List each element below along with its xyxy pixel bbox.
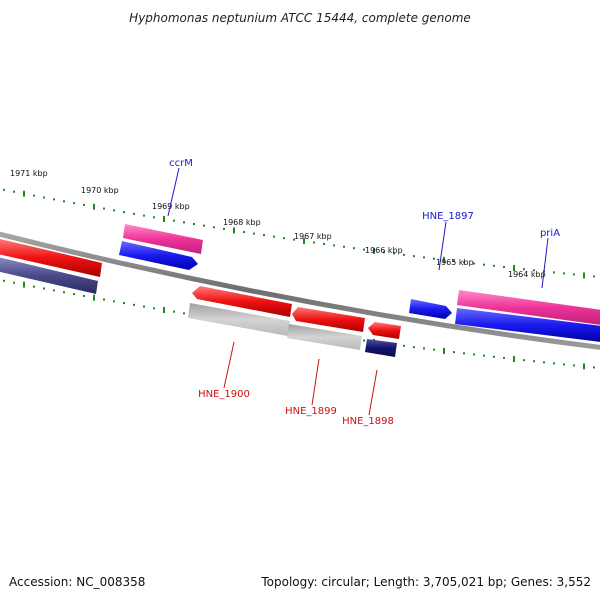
- gene-label-HNE_1898[interactable]: HNE_1898: [342, 416, 394, 427]
- gene-label-HNE_1900[interactable]: HNE_1900: [198, 389, 250, 400]
- gene-bar-slate-left: [0, 257, 98, 294]
- gene-bar-gray-HNE_1900: [188, 303, 290, 336]
- leader-HNE_1897: [438, 221, 447, 271]
- gene-bar-gray-HNE_1899: [287, 324, 362, 350]
- gene-arrow-HNE_1900[interactable]: [192, 286, 292, 317]
- kbp-label-1970: 1970 kbp: [81, 186, 119, 195]
- gene-arrow-HNE_1897[interactable]: [409, 299, 452, 319]
- kbp-label-1969: 1969 kbp: [152, 202, 190, 211]
- gene-arrow-priA[interactable]: [455, 308, 600, 342]
- map-title: Hyphomonas neptunium ATCC 15444, complet…: [129, 11, 471, 25]
- gene-arrow-HNE_1898-red[interactable]: [368, 322, 401, 339]
- gene-bar-pink-priA: [457, 290, 600, 325]
- kbp-label-1971: 1971 kbp: [10, 169, 48, 178]
- kbp-label-1966: 1966 kbp: [365, 246, 403, 255]
- outer-tick-ring: [3, 188, 595, 279]
- kbp-labels: 1971 kbp 1970 kbp 1969 kbp 1968 kbp 1967…: [10, 169, 546, 279]
- genome-backbone: [0, 231, 600, 350]
- gene-arrow-ccrM[interactable]: [119, 241, 198, 270]
- gene-bar-navy-HNE_1898: [365, 339, 397, 357]
- kbp-label-1967: 1967 kbp: [294, 232, 332, 241]
- leader-HNE_1899: [311, 358, 320, 406]
- kbp-label-1964: 1964 kbp: [508, 270, 546, 279]
- kbp-label-1968: 1968 kbp: [223, 218, 261, 227]
- gene-bar-pink-ccrM: [123, 224, 203, 254]
- accession-text: Accession: NC_008358: [9, 575, 145, 589]
- kbp-label-1965: 1965 kbp: [436, 258, 474, 267]
- leader-priA: [541, 237, 549, 289]
- leader-HNE_1900: [223, 341, 235, 389]
- gene-labels: ccrM HNE_1897 priA HNE_1900 HNE_1899 HNE…: [169, 158, 560, 427]
- leader-lines: [167, 167, 549, 416]
- gene-label-priA[interactable]: priA: [540, 228, 560, 239]
- reverse-features: [0, 257, 401, 357]
- forward-features: [0, 224, 600, 342]
- leader-HNE_1898: [368, 369, 378, 416]
- leader-ccrM: [167, 167, 180, 217]
- gene-bar-red-left: [0, 239, 102, 277]
- gene-label-ccrM[interactable]: ccrM: [169, 158, 193, 169]
- gene-label-HNE_1897[interactable]: HNE_1897: [422, 211, 474, 222]
- gene-arrow-HNE_1899[interactable]: [292, 307, 365, 332]
- topology-summary: Topology: circular; Length: 3,705,021 bp…: [260, 575, 591, 589]
- gene-label-HNE_1899[interactable]: HNE_1899: [285, 406, 337, 417]
